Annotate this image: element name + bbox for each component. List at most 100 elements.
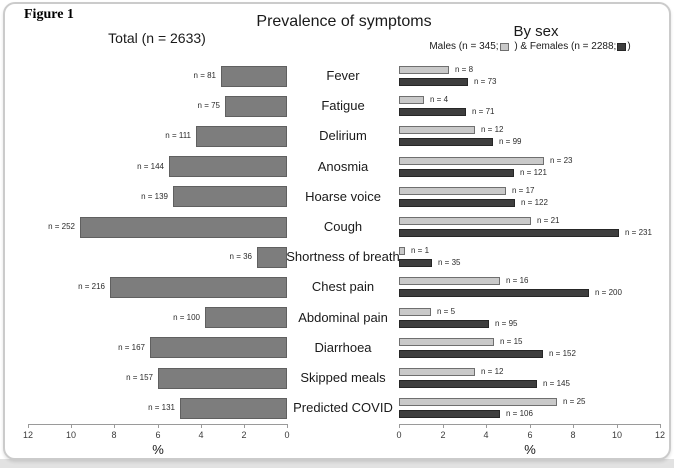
males-bar bbox=[399, 277, 500, 285]
males-bar bbox=[399, 247, 405, 255]
right-axis-tick-label: 10 bbox=[611, 430, 622, 440]
count-label: n = 167 bbox=[118, 343, 145, 352]
right-axis-tick-label: 12 bbox=[654, 430, 665, 440]
count-label: n = 23 bbox=[550, 156, 573, 165]
count-label: n = 139 bbox=[141, 192, 168, 201]
females-bar bbox=[399, 289, 589, 297]
count-label: n = 216 bbox=[78, 282, 105, 291]
total-bar bbox=[257, 247, 287, 268]
symptom-label: Hoarse voice bbox=[305, 189, 381, 204]
right-axis-tick bbox=[660, 424, 661, 428]
left-axis-tick-label: 0 bbox=[284, 430, 290, 440]
total-bar bbox=[221, 66, 287, 87]
females-bar bbox=[399, 320, 489, 328]
total-bar bbox=[158, 368, 287, 389]
symptom-label: Delirium bbox=[319, 128, 367, 143]
females-bar bbox=[399, 78, 468, 86]
count-label: n = 21 bbox=[537, 216, 560, 225]
symptom-label: Abdominal pain bbox=[298, 310, 388, 325]
page-background-strip bbox=[0, 459, 674, 468]
males-bar bbox=[399, 398, 557, 406]
left-axis-tick-label: 8 bbox=[111, 430, 117, 440]
males-bar bbox=[399, 66, 449, 74]
count-label: n = 8 bbox=[455, 65, 474, 74]
count-label: n = 144 bbox=[137, 162, 164, 171]
count-label: n = 5 bbox=[437, 307, 456, 316]
symptom-label: Anosmia bbox=[317, 159, 369, 174]
right-panel-title: By sex bbox=[513, 23, 559, 40]
males-bar bbox=[399, 126, 475, 134]
symptom-label: Diarrhoea bbox=[314, 340, 372, 355]
right-axis-percent-label: % bbox=[524, 442, 536, 457]
right-axis-tick bbox=[573, 424, 574, 428]
females-bar bbox=[399, 229, 619, 237]
total-bar bbox=[110, 277, 287, 298]
count-label: n = 121 bbox=[520, 168, 547, 177]
count-label: n = 4 bbox=[430, 95, 449, 104]
symptom-label: Chest pain bbox=[311, 279, 375, 294]
males-bar bbox=[399, 96, 424, 104]
count-label: n = 200 bbox=[595, 288, 622, 297]
left-axis-tick bbox=[244, 424, 245, 428]
females-color-swatch bbox=[617, 42, 627, 51]
left-axis-line bbox=[28, 424, 288, 425]
count-label: n = 157 bbox=[126, 373, 153, 382]
left-axis-tick-label: 2 bbox=[241, 430, 247, 440]
count-label: n = 252 bbox=[48, 222, 75, 231]
right-axis-tick-label: 6 bbox=[527, 430, 533, 440]
total-bar bbox=[205, 307, 287, 328]
total-bar bbox=[150, 337, 287, 358]
legend-suffix-text: ) bbox=[627, 41, 631, 52]
males-bar bbox=[399, 338, 494, 346]
left-axis-tick-label: 12 bbox=[22, 430, 33, 440]
symptom-label: Fever bbox=[326, 68, 360, 83]
right-axis-tick-label: 2 bbox=[440, 430, 446, 440]
legend-males-text: Males (n = 345; bbox=[429, 41, 499, 52]
left-axis-tick bbox=[201, 424, 202, 428]
females-bar bbox=[399, 410, 500, 418]
males-bar bbox=[399, 308, 431, 316]
females-bar bbox=[399, 380, 537, 388]
legend: Males (n = 345; ) & Females (n = 2288;) bbox=[380, 40, 674, 53]
total-bar bbox=[225, 96, 287, 117]
total-bar bbox=[80, 217, 287, 238]
right-axis-tick bbox=[486, 424, 487, 428]
count-label: n = 35 bbox=[438, 258, 461, 267]
count-label: n = 100 bbox=[173, 313, 200, 322]
count-label: n = 25 bbox=[563, 397, 586, 406]
left-axis-tick bbox=[114, 424, 115, 428]
symptom-label: Predicted COVID bbox=[293, 400, 393, 415]
right-axis-tick bbox=[399, 424, 400, 428]
right-axis-tick-label: 8 bbox=[570, 430, 576, 440]
count-label: n = 17 bbox=[512, 186, 535, 195]
left-axis-tick-label: 6 bbox=[155, 430, 161, 440]
count-label: n = 71 bbox=[472, 107, 495, 116]
count-label: n = 131 bbox=[148, 403, 175, 412]
males-bar bbox=[399, 157, 544, 165]
total-bar bbox=[196, 126, 287, 147]
left-axis-tick bbox=[28, 424, 29, 428]
females-bar bbox=[399, 199, 515, 207]
count-label: n = 75 bbox=[197, 101, 220, 110]
symptom-label: Cough bbox=[323, 219, 363, 234]
females-bar bbox=[399, 108, 466, 116]
right-axis-tick-label: 0 bbox=[396, 430, 402, 440]
count-label: n = 81 bbox=[193, 71, 216, 80]
females-bar bbox=[399, 169, 514, 177]
left-panel-title: Total (n = 2633) bbox=[108, 30, 206, 46]
females-bar bbox=[399, 138, 493, 146]
males-bar bbox=[399, 187, 506, 195]
right-axis-tick bbox=[617, 424, 618, 428]
males-bar bbox=[399, 368, 475, 376]
total-bar bbox=[173, 186, 287, 207]
count-label: n = 15 bbox=[500, 337, 523, 346]
count-label: n = 16 bbox=[506, 276, 529, 285]
left-axis-tick-label: 4 bbox=[198, 430, 204, 440]
total-bar bbox=[169, 156, 287, 177]
right-axis-tick-label: 4 bbox=[483, 430, 489, 440]
females-bar bbox=[399, 259, 432, 267]
chart-title: Prevalence of symptoms bbox=[256, 13, 432, 30]
count-label: n = 73 bbox=[474, 77, 497, 86]
males-bar bbox=[399, 217, 531, 225]
